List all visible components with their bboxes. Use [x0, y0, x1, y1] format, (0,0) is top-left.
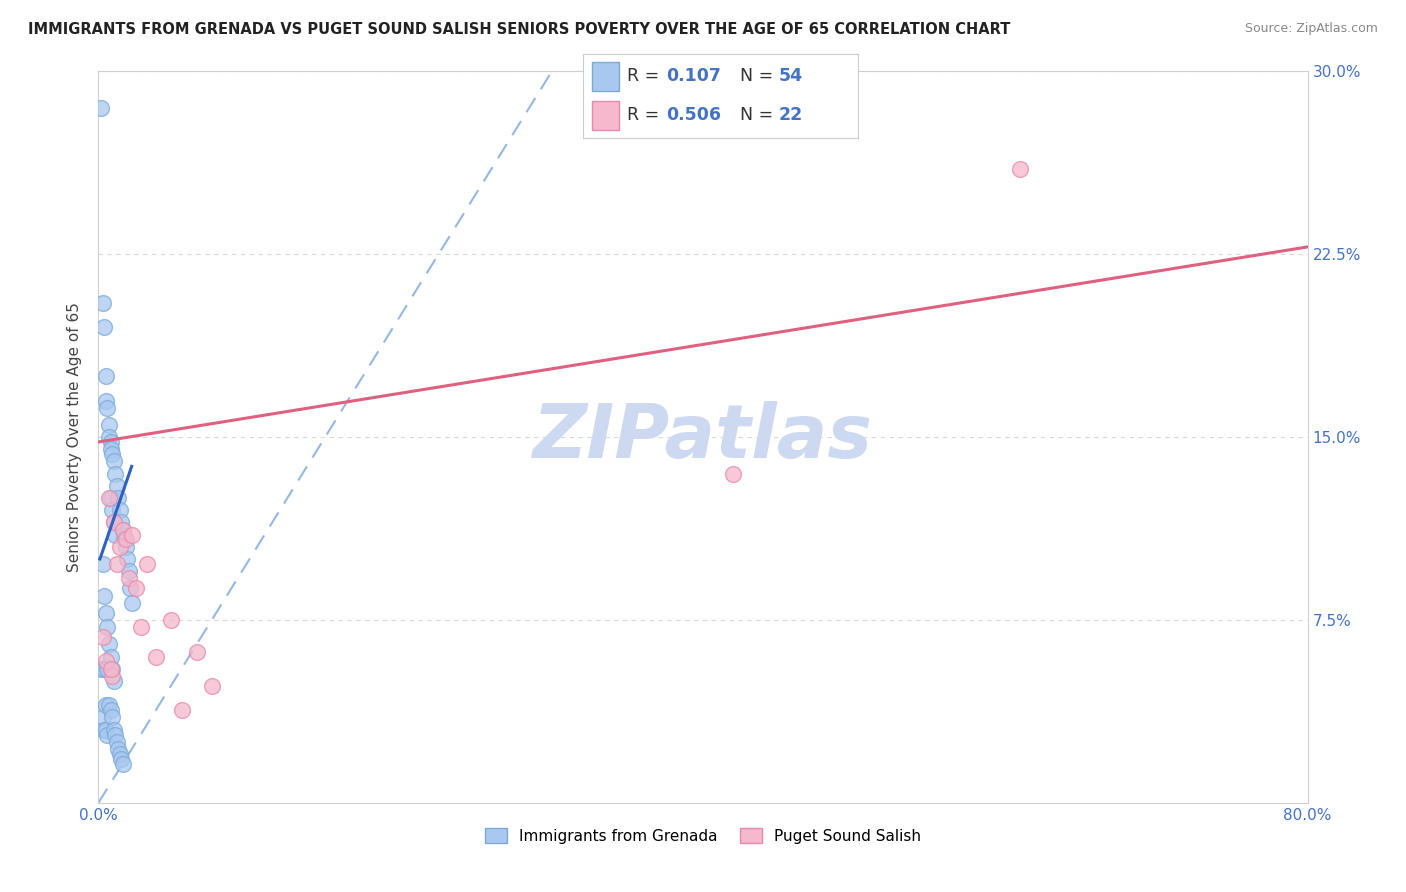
Point — [93, 589, 115, 603]
Point — [103, 454, 125, 468]
Point — [98, 417, 121, 432]
Point — [145, 649, 167, 664]
Point — [100, 491, 122, 505]
Point — [104, 727, 127, 741]
Point — [103, 516, 125, 530]
Bar — [592, 101, 619, 130]
Text: Source: ZipAtlas.com: Source: ZipAtlas.com — [1244, 22, 1378, 36]
Point — [91, 710, 114, 724]
Point — [101, 710, 124, 724]
Point — [121, 596, 143, 610]
Point — [96, 401, 118, 415]
Text: 22: 22 — [778, 106, 803, 124]
Point — [110, 752, 132, 766]
Point — [93, 723, 115, 737]
Point — [118, 564, 141, 578]
Point — [94, 606, 117, 620]
Point — [723, 467, 745, 481]
Point — [170, 703, 193, 717]
Point — [96, 620, 118, 634]
Point — [100, 434, 122, 449]
Point — [103, 516, 125, 530]
Point — [118, 572, 141, 586]
Point — [111, 523, 134, 537]
Point — [160, 613, 183, 627]
Point — [94, 654, 117, 668]
Y-axis label: Seniors Poverty Over the Age of 65: Seniors Poverty Over the Age of 65 — [67, 302, 83, 572]
Point — [112, 533, 135, 547]
Point — [101, 503, 124, 517]
Point — [107, 491, 129, 505]
Point — [103, 723, 125, 737]
Point — [108, 503, 131, 517]
Point — [100, 662, 122, 676]
Point — [94, 393, 117, 408]
Text: 0.506: 0.506 — [666, 106, 721, 124]
Point — [101, 447, 124, 461]
Point — [111, 523, 134, 537]
Point — [100, 703, 122, 717]
Point — [94, 369, 117, 384]
Point — [98, 430, 121, 444]
Point — [110, 516, 132, 530]
Point — [91, 557, 114, 571]
Point — [94, 698, 117, 713]
Bar — [592, 62, 619, 91]
Point — [108, 747, 131, 761]
Point — [186, 645, 208, 659]
Text: N =: N = — [740, 68, 779, 86]
Point — [125, 581, 148, 595]
Point — [94, 723, 117, 737]
Point — [115, 552, 138, 566]
Point — [105, 735, 128, 749]
Point — [1010, 161, 1032, 176]
Point — [96, 662, 118, 676]
Point — [90, 662, 112, 676]
Point — [96, 727, 118, 741]
Text: ZIPatlas: ZIPatlas — [533, 401, 873, 474]
Point — [98, 491, 121, 505]
Point — [104, 467, 127, 481]
Point — [90, 101, 112, 115]
Point — [93, 662, 115, 676]
Text: R =: R = — [627, 68, 665, 86]
Point — [101, 662, 124, 676]
Point — [121, 527, 143, 541]
Text: N =: N = — [740, 106, 779, 124]
Point — [101, 669, 124, 683]
Point — [105, 557, 128, 571]
Point — [91, 296, 114, 310]
Text: IMMIGRANTS FROM GRENADA VS PUGET SOUND SALISH SENIORS POVERTY OVER THE AGE OF 65: IMMIGRANTS FROM GRENADA VS PUGET SOUND S… — [28, 22, 1011, 37]
Point — [91, 630, 114, 644]
Point — [120, 581, 142, 595]
Point — [201, 679, 224, 693]
Point — [103, 673, 125, 688]
Point — [108, 540, 131, 554]
Point — [105, 479, 128, 493]
Point — [111, 756, 134, 771]
Point — [93, 320, 115, 334]
Text: 0.107: 0.107 — [666, 68, 721, 86]
Point — [104, 527, 127, 541]
Text: R =: R = — [627, 106, 665, 124]
Point — [135, 557, 157, 571]
Point — [100, 442, 122, 457]
Point — [114, 540, 136, 554]
Point — [98, 698, 121, 713]
Point — [100, 649, 122, 664]
Text: 54: 54 — [778, 68, 803, 86]
Point — [98, 637, 121, 651]
Point — [107, 742, 129, 756]
Legend: Immigrants from Grenada, Puget Sound Salish: Immigrants from Grenada, Puget Sound Sal… — [479, 822, 927, 850]
Point — [129, 620, 152, 634]
Point — [114, 533, 136, 547]
